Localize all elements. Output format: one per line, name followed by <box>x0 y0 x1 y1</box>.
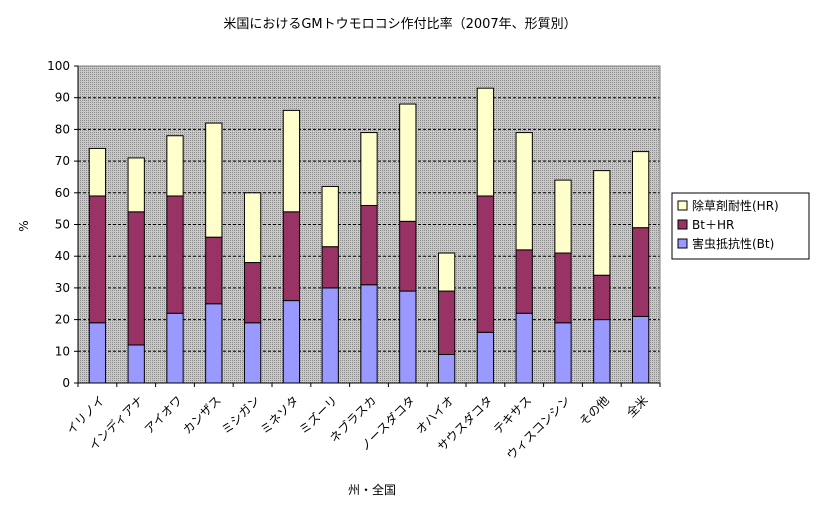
y-tick-labels: 0 10 20 30 40 50 60 70 80 90 100 <box>47 59 70 390</box>
x-category-label: ミネソタ <box>258 393 302 437</box>
bar-segment <box>282 300 301 384</box>
bar-segment <box>243 192 262 264</box>
bar-segment <box>282 211 301 302</box>
legend-swatch <box>677 219 688 230</box>
axes <box>74 65 661 387</box>
bars <box>88 87 650 384</box>
bar-segment <box>593 274 611 321</box>
y-axis-title: % <box>17 220 31 231</box>
legend-label: 除草剤耐性(HR) <box>692 198 779 213</box>
bar-segment <box>554 179 572 254</box>
bar-segment <box>166 312 184 384</box>
bar-segment <box>282 109 301 213</box>
y-tick-label: 30 <box>55 281 70 295</box>
bar-segment <box>360 132 378 206</box>
bar-segment <box>554 322 572 384</box>
bar-segment <box>399 220 417 292</box>
x-category-label: 全米 <box>623 393 651 421</box>
x-category-labels: イリノイインディアナアイオワカンザスミシガンミネソタミズーリネブラスカノースダコ… <box>64 393 651 463</box>
bar-segment <box>631 151 650 229</box>
y-tick-label: 20 <box>55 313 70 327</box>
y-tick-label: 60 <box>55 186 70 200</box>
bar-segment <box>476 195 495 333</box>
y-tick-label: 10 <box>55 344 70 358</box>
x-axis-title: 州・全国 <box>348 482 396 497</box>
bar-segment <box>127 157 145 213</box>
bar-segment <box>437 353 456 384</box>
y-tick-label: 80 <box>55 122 70 136</box>
bar-segment <box>205 236 223 305</box>
bar-segment <box>88 195 107 324</box>
legend-swatch <box>677 238 688 249</box>
x-category-label: ミシガン <box>219 393 263 437</box>
y-tick-label: 50 <box>55 218 70 232</box>
bar-segment <box>88 322 107 384</box>
x-category-label: その他 <box>577 393 612 428</box>
x-category-label: アイオワ <box>142 393 185 436</box>
y-tick-label: 90 <box>55 91 70 105</box>
bar-segment <box>166 135 184 197</box>
bar-segment <box>166 195 184 314</box>
bar-segment <box>437 252 456 292</box>
bar-segment <box>593 170 611 276</box>
bar-segment <box>243 262 262 324</box>
bar-segment <box>360 204 378 286</box>
legend-label: 害虫抵抗性(Bt) <box>692 236 774 251</box>
bar-segment <box>515 249 533 314</box>
bar-segment <box>88 147 107 197</box>
bar-segment <box>321 246 339 289</box>
chart-title: 米国におけるGMトウモロコシ作付比率（2007年、形質別） <box>223 16 576 32</box>
bar-segment <box>243 322 262 384</box>
bar-segment <box>399 103 417 222</box>
y-tick-label: 40 <box>55 249 70 263</box>
legend-swatch <box>677 200 688 211</box>
bar-segment <box>437 290 456 355</box>
y-tick-label: 100 <box>47 59 70 73</box>
y-tick-label: 70 <box>55 154 70 168</box>
bar-segment <box>515 132 533 251</box>
bar-segment <box>476 331 495 384</box>
bar-segment <box>205 303 223 384</box>
bar-segment <box>205 122 223 238</box>
bar-segment <box>360 284 378 384</box>
bar-segment <box>476 87 495 197</box>
legend-box <box>671 192 810 260</box>
bar-segment <box>127 211 145 346</box>
legend: 除草剤耐性(HR) Bt＋HR 害虫抵抗性(Bt) <box>671 192 810 260</box>
bar-segment <box>593 319 611 384</box>
bar-segment <box>127 344 145 384</box>
bar-segment <box>321 287 339 384</box>
bar-segment <box>515 312 533 384</box>
bar-segment <box>631 227 650 317</box>
bar-segment <box>631 315 650 384</box>
legend-label: Bt＋HR <box>692 218 734 232</box>
bar-segment <box>554 252 572 324</box>
x-category-label: カンザス <box>180 393 224 437</box>
y-tick-label: 0 <box>62 376 70 390</box>
bar-segment <box>321 185 339 248</box>
bar-segment <box>399 290 417 384</box>
